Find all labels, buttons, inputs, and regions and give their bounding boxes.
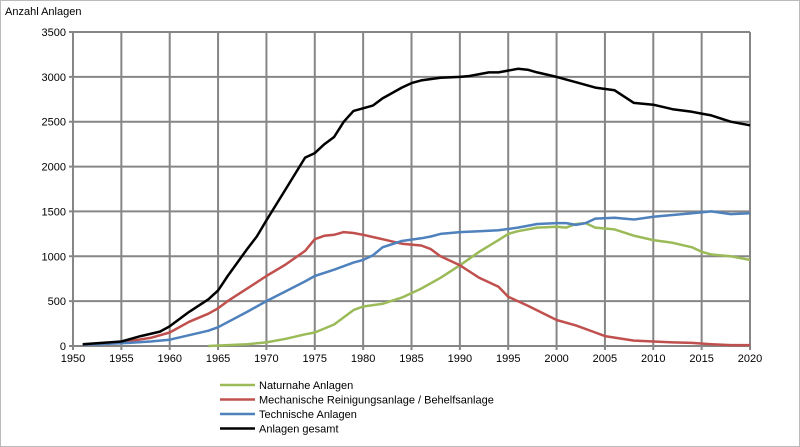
x-tick-label: 1965 (206, 353, 230, 365)
y-tick-label: 3000 (42, 72, 66, 84)
x-tick-label: 2000 (544, 353, 568, 365)
y-tick-label: 0 (60, 341, 66, 353)
x-tick-label: 1960 (157, 353, 181, 365)
x-tick-label: 1980 (351, 353, 375, 365)
y-tick-label: 1000 (42, 251, 66, 263)
y-tick-label: 2500 (42, 117, 66, 129)
legend-label: Mechanische Reinigungsanlage / Behelfsan… (259, 395, 494, 407)
series-line-2 (82, 210, 751, 346)
x-tick-label: 1970 (254, 353, 278, 365)
legend-label: Naturnahe Anlagen (259, 380, 353, 392)
x-tick-label: 2020 (738, 353, 762, 365)
y-axis-label: Anzahl Anlagen (5, 6, 81, 18)
series-line-1 (82, 230, 750, 347)
x-tick-label: 1975 (303, 353, 327, 365)
y-tick-label: 3500 (42, 27, 66, 39)
x-tick-label: 1995 (496, 353, 520, 365)
x-tick-label: 2015 (689, 353, 713, 365)
x-tick-label: 1990 (448, 353, 472, 365)
x-tick-label: 2010 (641, 353, 665, 365)
legend-label: Anlagen gesamt (259, 424, 339, 436)
y-tick-label: 500 (48, 296, 66, 308)
x-tick-label: 2005 (593, 353, 617, 365)
x-tick-label: 1950 (61, 353, 85, 365)
series-line-3 (82, 67, 751, 346)
x-tick-label: 1985 (399, 353, 423, 365)
y-tick-label: 2000 (42, 162, 66, 174)
legend-label: Technische Anlagen (259, 409, 357, 421)
y-tick-label: 1500 (42, 206, 66, 218)
x-tick-label: 1955 (109, 353, 133, 365)
series-line-0 (208, 221, 751, 348)
